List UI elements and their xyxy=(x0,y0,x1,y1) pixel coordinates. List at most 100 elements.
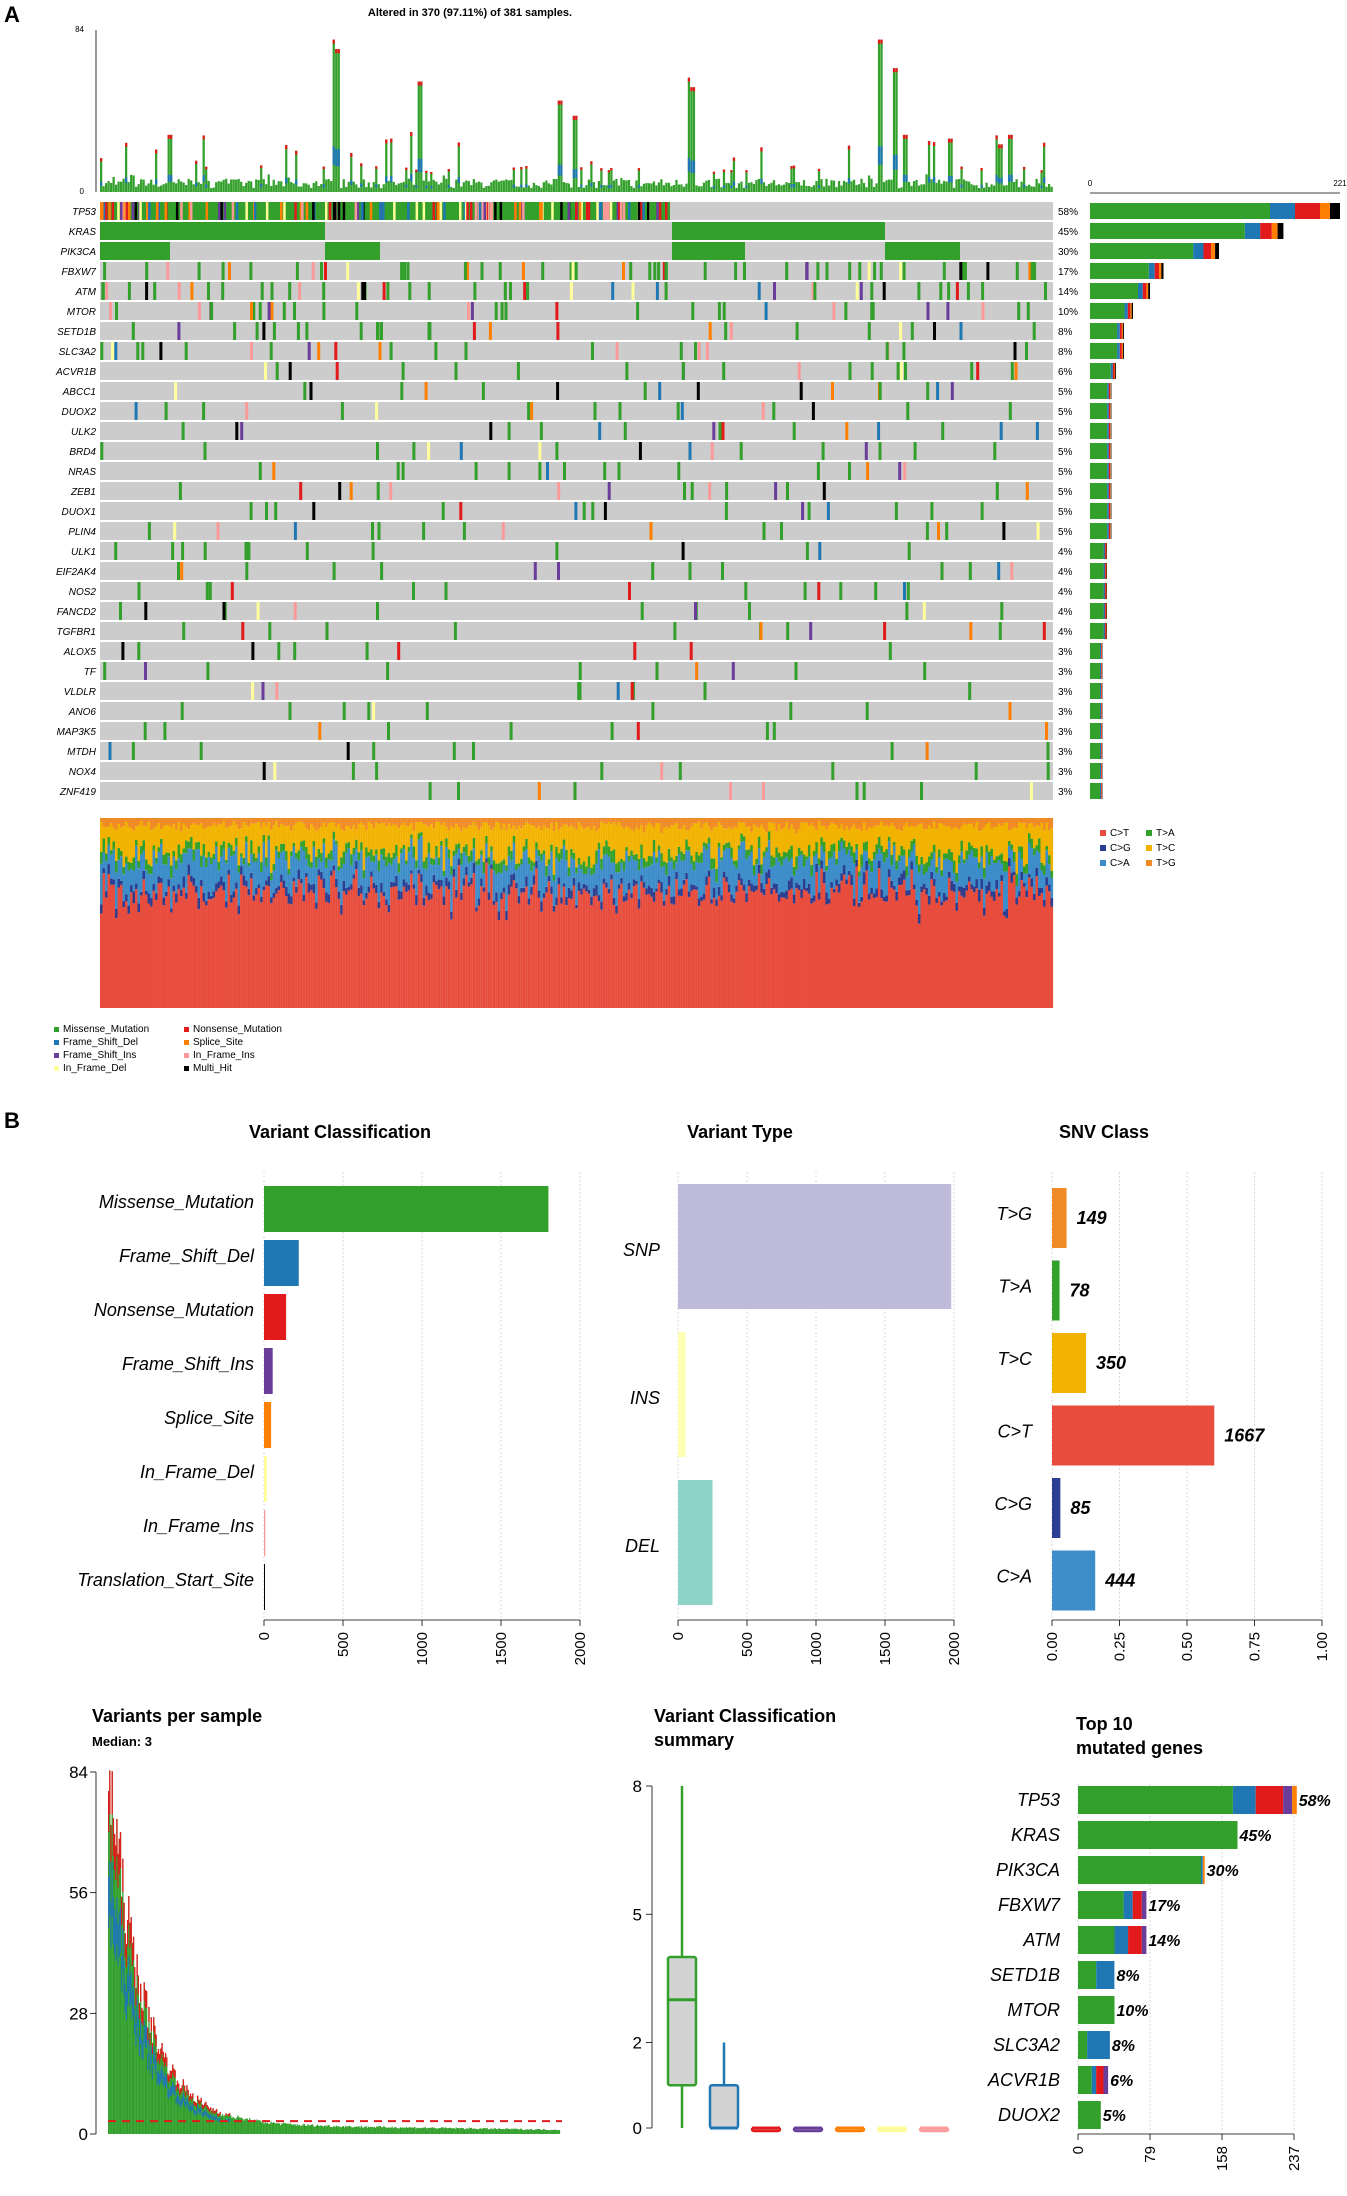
vps-bar-seg xyxy=(108,1791,110,1833)
titv-segment xyxy=(212,853,216,860)
titv-segment xyxy=(535,842,538,850)
tmb-bar-seg xyxy=(195,182,198,187)
vps-bar-seg xyxy=(149,2032,151,2046)
titv-segment xyxy=(400,853,403,892)
titv-segment xyxy=(395,856,398,876)
titv-segment xyxy=(1042,818,1046,831)
titv-segment xyxy=(912,818,916,827)
titv-segment xyxy=(185,853,188,893)
oncoplot-cell xyxy=(131,322,135,340)
titv-segment xyxy=(840,818,843,825)
titv-segment xyxy=(962,818,966,824)
titv-segment xyxy=(100,904,103,914)
vps-bar xyxy=(225,2113,227,2134)
titv-segment xyxy=(605,818,608,825)
titv-segment xyxy=(405,892,408,1008)
titv-segment xyxy=(282,843,286,851)
titv-segment xyxy=(230,818,233,826)
titv-segment xyxy=(107,826,111,837)
titv-segment xyxy=(380,882,383,893)
titv-segment xyxy=(282,888,286,1008)
titv-segment xyxy=(190,881,193,1008)
titv-segment xyxy=(592,818,596,827)
oncoplot-cell xyxy=(340,402,344,420)
titv-segment xyxy=(985,823,989,846)
vps-bar-seg xyxy=(131,1942,134,1966)
titv-segment xyxy=(620,858,623,863)
oncoplot-cell xyxy=(267,302,271,320)
vps-bar xyxy=(167,2073,169,2134)
top10-bar-seg xyxy=(1114,1926,1129,1954)
vps-bar xyxy=(558,2130,561,2134)
titv-segment xyxy=(522,818,526,826)
titv-segment xyxy=(920,886,924,893)
titv-segment xyxy=(605,887,608,1008)
titv-segment xyxy=(920,892,924,1008)
tmb-bar-seg xyxy=(730,185,733,189)
titv-segment xyxy=(377,902,381,909)
top10-title: Top 10 xyxy=(1076,1714,1133,1734)
vps-bar xyxy=(221,2114,224,2134)
titv-segment xyxy=(952,818,956,828)
titv-segment xyxy=(950,818,954,830)
oncoplot-row-bg xyxy=(100,302,1053,320)
titv-segment xyxy=(947,877,951,1008)
titv-segment xyxy=(805,856,808,860)
oncoplot-cell xyxy=(1033,262,1037,280)
tmb-bar xyxy=(732,157,736,192)
titv-segment xyxy=(627,818,631,828)
oncoplot-cell xyxy=(618,202,621,220)
titv-segment xyxy=(242,875,246,886)
titv-segment xyxy=(155,863,158,894)
vps-bar xyxy=(418,2128,421,2134)
vps-bar xyxy=(115,1845,117,2134)
tmb-bar-seg xyxy=(1042,177,1046,184)
titv-segment xyxy=(615,818,618,825)
titv-segment xyxy=(710,830,713,859)
tmb-bar xyxy=(950,138,953,192)
titv-segment xyxy=(190,875,193,882)
titv-segment xyxy=(712,826,716,859)
titv-segment xyxy=(830,818,833,823)
titv-segment xyxy=(125,894,128,902)
titv-legend: C>TC>GC>AT>AT>CT>G xyxy=(1100,828,1176,869)
titv-segment xyxy=(217,870,221,882)
vps-bar xyxy=(340,2127,342,2134)
tmb-bar xyxy=(250,181,253,192)
oncoplot-cell xyxy=(472,322,476,340)
tmb-bar xyxy=(802,180,806,192)
titv-segment xyxy=(537,825,541,850)
oncoplot-cell xyxy=(386,662,390,680)
titv-segment xyxy=(865,851,868,861)
titv-segment xyxy=(520,818,523,829)
titv-segment xyxy=(905,895,909,1008)
titv-segment xyxy=(802,818,806,823)
titv-segment xyxy=(980,889,984,1008)
oncoplot-cell xyxy=(375,762,379,780)
gene-count-bar xyxy=(1101,643,1102,659)
oncoplot-cell xyxy=(206,662,210,680)
titv-segment xyxy=(267,876,271,887)
oncoplot-cell xyxy=(103,262,107,280)
titv-segment xyxy=(382,896,386,1008)
titv-segment xyxy=(492,904,496,1008)
tmb-bar xyxy=(357,187,360,192)
oncoplot-cell xyxy=(387,722,390,740)
vps-bar-seg xyxy=(177,2083,180,2090)
titv-segment xyxy=(192,849,196,861)
variant-legend-label: Multi_Hit xyxy=(193,1063,232,1074)
vps-bar-seg xyxy=(113,1908,116,1954)
top10-bar-seg xyxy=(1128,1926,1142,1954)
titv-segment xyxy=(317,828,321,849)
vps-bar xyxy=(336,2126,339,2134)
titv-segment xyxy=(505,870,508,912)
tmb-bar xyxy=(310,187,313,192)
titv-segment xyxy=(437,879,441,890)
vps-bar xyxy=(251,2122,253,2134)
titv-segment xyxy=(557,861,561,878)
oncoplot-cell xyxy=(520,202,523,220)
gene-count-bar xyxy=(1110,463,1111,479)
tmb-bar xyxy=(912,181,916,192)
titv-segment xyxy=(810,818,813,824)
titv-segment xyxy=(1010,849,1014,873)
